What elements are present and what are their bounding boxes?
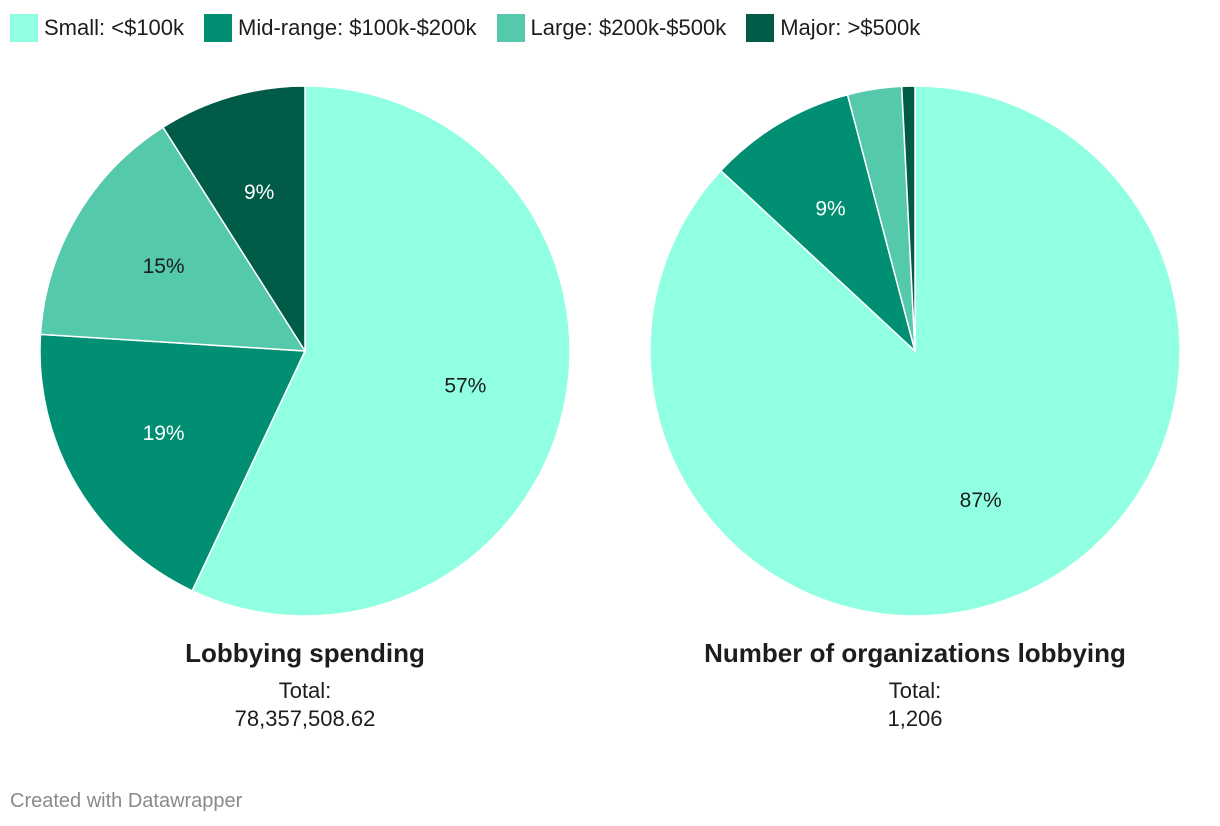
legend-label-small: Small: <$100k <box>44 15 185 40</box>
pie-total-label: Total: <box>278 678 332 703</box>
slice-label-small: 57% <box>444 374 486 397</box>
slice-label-small: 87% <box>960 489 1002 512</box>
legend-label-mid-range: Mid-range: $100k-$200k <box>238 15 477 40</box>
legend-item-large: Large: $200k-$500k <box>496 14 727 42</box>
legend-item-small: Small: <$100k <box>10 14 184 42</box>
slice-label-mid-range: 9% <box>815 198 845 221</box>
pie-chart-lobbying-spending: 57% 19% 15% 9% Lobbying spending Total: 78,… <box>35 84 575 734</box>
legend-swatch-small <box>10 14 38 42</box>
pie-chart-organizations-lobbying: 87% 9% Number of organizations lobbying T… <box>645 84 1185 734</box>
legend-item-major: Major: >$500k <box>746 14 920 42</box>
legend-label-large: Large: $200k-$500k <box>530 15 727 40</box>
pie-slice-large <box>39 126 307 352</box>
slice-label-large: 15% <box>143 255 185 278</box>
pie-slice-mid-range <box>39 333 307 592</box>
slice-label-mid-range: 19% <box>143 422 185 445</box>
pie-title: Lobbying spending <box>185 638 425 668</box>
pie-total-label: Total: <box>888 678 942 703</box>
pie-title: Number of organizations lobbying <box>704 638 1126 668</box>
legend-item-mid-range: Mid-range: $100k-$200k <box>204 14 477 42</box>
pie-total-value: 78,357,508.62 <box>234 706 376 731</box>
pie-total-value: 1,206 <box>887 706 943 731</box>
legend-label-major: Major: >$500k <box>780 15 921 40</box>
pie-slice-small <box>191 85 571 617</box>
pie-svg-organizations-lobbying: 87% 9% <box>649 85 1181 617</box>
chart-legend: Small: <$100k Mid-range: $100k-$200k Lar… <box>10 14 940 42</box>
pie-slice-major <box>161 85 306 354</box>
slice-label-major: 9% <box>244 181 274 204</box>
legend-swatch-mid-range <box>204 14 233 42</box>
pie-svg-lobbying-spending: 57% 19% 15% 9% <box>39 85 571 617</box>
pie-slice-mid-range <box>719 93 917 354</box>
pie-slice-major <box>900 85 916 352</box>
legend-swatch-large <box>496 14 525 42</box>
legend-swatch-major <box>746 14 775 42</box>
footer-credit: Created with Datawrapper <box>10 790 243 812</box>
